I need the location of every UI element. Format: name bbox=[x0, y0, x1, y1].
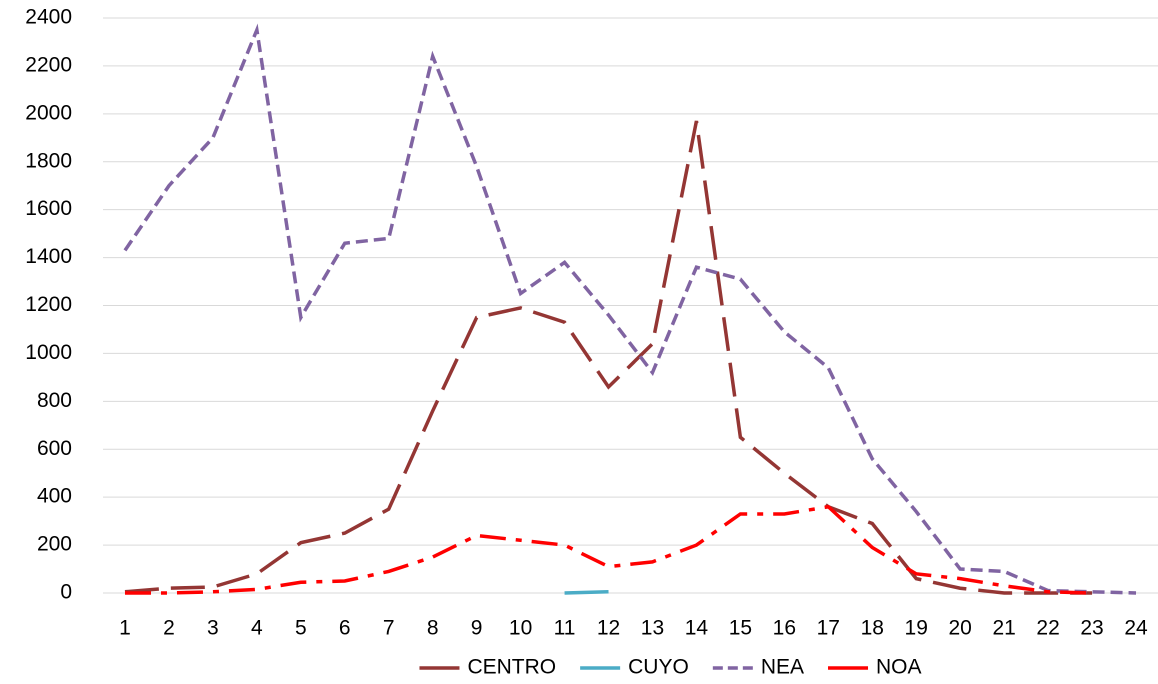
legend-label: CUYO bbox=[628, 656, 689, 679]
x-tick-label: 17 bbox=[817, 617, 840, 640]
y-tick-label: 2000 bbox=[25, 101, 72, 124]
x-tick-label: 7 bbox=[383, 617, 395, 640]
x-tick-label: 12 bbox=[597, 617, 620, 640]
x-tick-label: 15 bbox=[729, 617, 752, 640]
legend-label: NEA bbox=[761, 656, 804, 679]
y-tick-label: 600 bbox=[37, 437, 72, 460]
y-tick-label: 1200 bbox=[25, 293, 72, 316]
x-tick-label: 4 bbox=[251, 617, 263, 640]
y-tick-label: 1400 bbox=[25, 245, 72, 268]
x-tick-label: 9 bbox=[471, 617, 483, 640]
x-tick-label: 2 bbox=[163, 617, 175, 640]
x-tick-label: 1 bbox=[119, 617, 131, 640]
x-tick-label: 23 bbox=[1080, 617, 1103, 640]
series-line bbox=[124, 504, 1093, 595]
series-line bbox=[564, 590, 609, 595]
x-tick-label: 19 bbox=[905, 617, 928, 640]
y-tick-label: 1600 bbox=[25, 197, 72, 220]
y-tick-label: 800 bbox=[37, 389, 72, 412]
legend-label: CENTRO bbox=[467, 656, 556, 679]
x-tick-label: 10 bbox=[509, 617, 532, 640]
x-tick-label: 20 bbox=[949, 617, 972, 640]
y-tick-label: 1000 bbox=[25, 341, 72, 364]
y-tick-label: 0 bbox=[60, 581, 72, 604]
x-tick-label: 16 bbox=[773, 617, 796, 640]
x-tick-label: 13 bbox=[641, 617, 664, 640]
y-tick-label: 1800 bbox=[25, 149, 72, 172]
x-tick-label: 5 bbox=[295, 617, 307, 640]
x-tick-label: 11 bbox=[554, 617, 576, 640]
y-tick-label: 200 bbox=[37, 533, 72, 556]
x-tick-label: 3 bbox=[207, 617, 219, 640]
x-tick-label: 22 bbox=[1036, 617, 1059, 640]
x-tick-label: 21 bbox=[992, 617, 1015, 640]
x-tick-label: 14 bbox=[685, 617, 709, 640]
y-tick-label: 2400 bbox=[25, 6, 72, 29]
y-tick-label: 400 bbox=[37, 485, 72, 508]
series-line bbox=[124, 120, 1093, 595]
x-tick-label: 8 bbox=[427, 617, 439, 640]
x-tick-label: 18 bbox=[861, 617, 884, 640]
legend-label: NOA bbox=[876, 656, 922, 679]
x-tick-label: 6 bbox=[339, 617, 351, 640]
series-line bbox=[123, 23, 1137, 595]
y-tick-label: 2200 bbox=[25, 53, 72, 76]
x-tick-label: 24 bbox=[1124, 617, 1148, 640]
